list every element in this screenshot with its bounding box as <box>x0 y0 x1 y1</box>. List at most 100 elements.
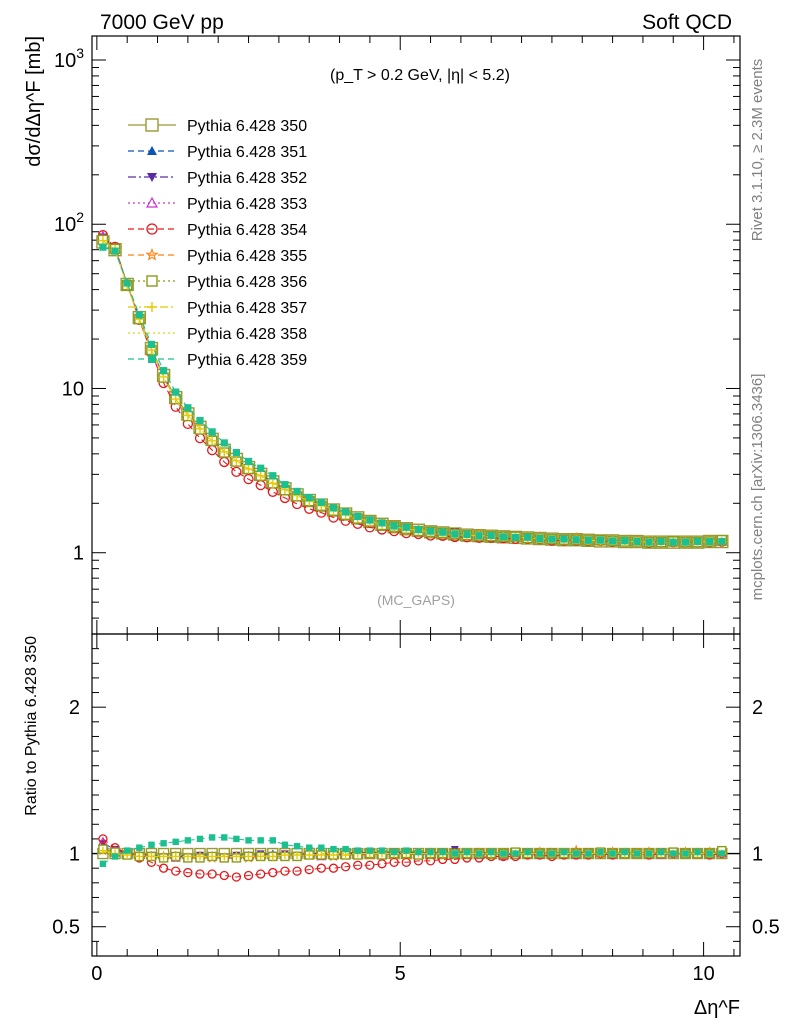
series-359-point <box>693 537 702 546</box>
legend-item: Pythia 6.428 357 <box>128 300 307 317</box>
legend-marker <box>145 196 159 208</box>
series-359-ratio-point <box>221 834 228 841</box>
series-359-ratio-point <box>451 850 459 857</box>
series-359-ratio-point <box>548 850 556 857</box>
series-359-point <box>584 536 592 544</box>
series-359-ratio-point <box>354 847 361 854</box>
main-y-axis: 1 10 102 103 <box>54 36 740 634</box>
legend-label: Pythia 6.428 354 <box>187 222 307 239</box>
series-357-ratio-point <box>305 851 314 860</box>
series-359-ratio-point <box>718 850 725 857</box>
cut-label: (p_T > 0.2 GeV, |η| < 5.2) <box>330 67 510 84</box>
series-358-ratio-line <box>102 851 722 858</box>
series-359-point <box>342 508 350 516</box>
main-y-axis-label: dσ/dΔη^F [mb] <box>23 36 45 167</box>
series-359-ratio-point <box>512 850 519 857</box>
series-354-ratio-point <box>171 866 181 876</box>
series-359-point <box>633 537 641 546</box>
series-359-point <box>475 532 483 540</box>
series-359-ratio-point <box>160 840 167 847</box>
series-359-point <box>451 530 459 538</box>
series-354-ratio-point <box>98 834 108 844</box>
main-y-tick-label: 102 <box>54 209 84 236</box>
series-359-ratio-point <box>233 835 240 843</box>
series-359-ratio-point <box>645 850 653 857</box>
ratio-y-tick-label: 1 <box>69 844 80 866</box>
series-359-point <box>718 537 726 546</box>
legend-item: Pythia 6.428 352 <box>128 170 307 187</box>
series-359-ratio-point <box>657 848 665 856</box>
series-359-point <box>159 367 168 375</box>
series-359-point <box>147 340 156 349</box>
left-title: 7000 GeV pp <box>100 11 224 34</box>
series-359-ratio-point <box>427 848 434 856</box>
series-357-ratio-point <box>244 852 253 861</box>
series-357-ratio-point <box>256 852 265 861</box>
legend-marker <box>146 223 158 235</box>
series-359-point <box>99 243 107 251</box>
legend-marker <box>147 173 157 182</box>
series-357-ratio-point <box>293 851 302 860</box>
legend-item: Pythia 6.428 356 <box>128 274 307 291</box>
legend-label: Pythia 6.428 351 <box>187 144 307 161</box>
series-359-point <box>269 472 277 480</box>
legend-item: Pythia 6.428 355 <box>128 247 307 265</box>
legend-item: Pythia 6.428 354 <box>128 222 307 239</box>
x-axis-label: Δη^F <box>694 997 740 1019</box>
series-359-point <box>548 535 556 543</box>
series-359-point <box>232 449 241 457</box>
series-359-ratio-point <box>366 847 374 854</box>
series-359-ratio-point <box>488 848 495 856</box>
x-tick-label: 5 <box>395 963 406 985</box>
series-356-ratio-line <box>102 848 722 859</box>
series-359-point <box>439 528 447 536</box>
watermark: (MC_GAPS) <box>377 592 455 608</box>
series-359-point <box>499 533 507 541</box>
series-357-ratio-point <box>98 846 107 855</box>
series-357-ratio-point <box>196 852 204 861</box>
main-y-tick-label: 103 <box>54 45 84 72</box>
series-357-point <box>256 471 266 481</box>
series-359-ratio-point <box>269 837 277 844</box>
series-359-ratio-point <box>148 841 155 848</box>
series-357-point <box>219 447 229 457</box>
series-354-ratio-point <box>377 859 387 869</box>
series-359-point <box>390 522 398 530</box>
series-359-point <box>426 527 435 535</box>
ratio-y-tick-label-right: 0.5 <box>752 917 780 939</box>
series-359-ratio-point <box>123 847 131 854</box>
series-354-point <box>231 466 242 477</box>
series-359-ratio-point <box>500 850 507 857</box>
ratio-y-tick-label-right: 2 <box>752 697 763 719</box>
series-359-ratio-point <box>293 843 301 850</box>
series-359-ratio-point <box>330 845 337 853</box>
series-359-point <box>111 247 119 255</box>
series-359-point <box>621 537 629 545</box>
series-359-ratio-point <box>318 844 325 851</box>
series-359-ratio-point <box>597 848 604 856</box>
series-359-ratio-point <box>245 837 252 844</box>
series-359-ratio-point <box>196 835 204 843</box>
series-354-ratio-point <box>231 872 242 882</box>
series-357-point <box>195 424 205 434</box>
series-354-point <box>267 486 278 497</box>
series-359-ratio-point <box>706 850 713 857</box>
series-359-point <box>366 516 374 524</box>
series-359-point <box>305 494 313 502</box>
series-359-ratio-point <box>670 850 677 857</box>
series-359-ratio-point <box>536 850 543 857</box>
legend-item: Pythia 6.428 359 <box>128 352 307 369</box>
series-359-ratio-point <box>633 850 641 857</box>
legend-label: Pythia 6.428 359 <box>187 352 307 369</box>
legend-label: Pythia 6.428 357 <box>187 300 307 317</box>
legend-label: Pythia 6.428 350 <box>187 118 307 135</box>
series-359-ratio-point <box>439 848 446 856</box>
series-359-point <box>196 416 204 425</box>
series-359-point <box>414 525 423 534</box>
series-359-point <box>293 487 301 496</box>
ratio-y-tick-label: 2 <box>69 697 80 719</box>
series-354-ratio-point <box>256 869 266 879</box>
legend: Pythia 6.428 350 Pythia 6.428 351 Pythia 6… <box>128 118 307 369</box>
series-357-point <box>268 478 278 488</box>
